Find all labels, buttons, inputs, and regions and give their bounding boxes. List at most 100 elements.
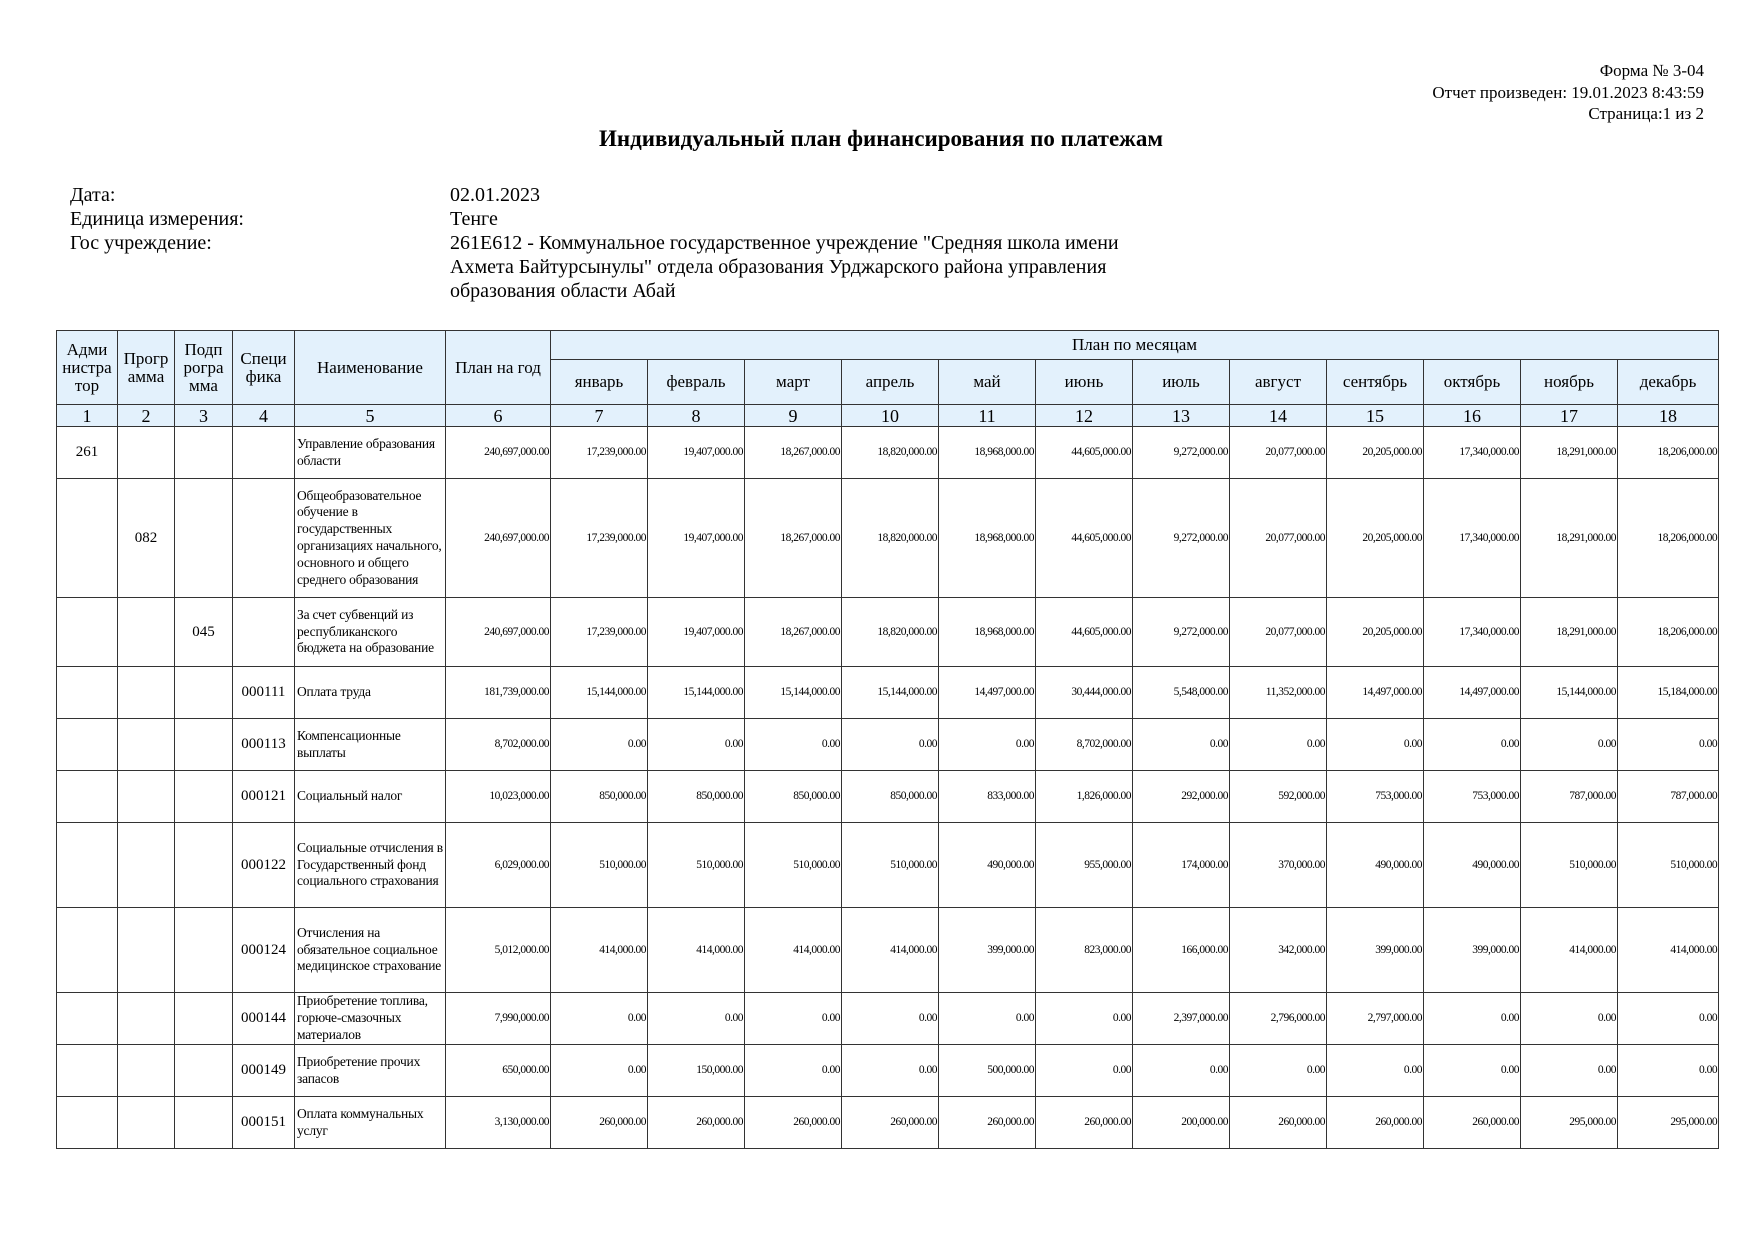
cell-plan-year: 8,702,000.00 — [445, 718, 551, 771]
cell-plan-year: 240,697,000.00 — [445, 426, 551, 479]
cell-month-amount: 200,000.00 — [1132, 1096, 1230, 1149]
table-row: 000111 Оплата труда 181,739,000.00 15,144,0… — [56, 666, 1720, 719]
cell-specifics — [232, 597, 295, 667]
column-number: 9 — [744, 404, 842, 427]
info-unit: Единица измерения: Тенге — [70, 207, 1170, 231]
column-number: 4 — [232, 404, 295, 427]
cell-plan-year: 5,012,000.00 — [445, 907, 551, 993]
cell-month-amount: 753,000.00 — [1326, 770, 1424, 823]
cell-month-amount: 260,000.00 — [1326, 1096, 1424, 1149]
col-month: июнь — [1035, 359, 1133, 405]
cell-specifics: 000124 — [232, 907, 295, 993]
cell-month-amount: 15,144,000.00 — [841, 666, 939, 719]
cell-plan-year: 6,029,000.00 — [445, 822, 551, 908]
column-number: 1 — [56, 404, 118, 427]
col-month: январь — [550, 359, 648, 405]
col-month: октябрь — [1423, 359, 1521, 405]
col-subprogram: Подп рогра мма — [174, 330, 233, 405]
col-program: Прогр амма — [117, 330, 175, 405]
cell-specifics: 000144 — [232, 992, 295, 1045]
cell-month-amount: 18,291,000.00 — [1520, 478, 1618, 598]
cell-month-amount: 0.00 — [1229, 718, 1327, 771]
cell-month-amount: 787,000.00 — [1520, 770, 1618, 823]
cell-month-amount: 19,407,000.00 — [647, 426, 745, 479]
cell-name: Оплата коммунальных услуг — [294, 1096, 446, 1149]
cell-month-amount: 0.00 — [550, 992, 648, 1045]
cell-month-amount: 0.00 — [841, 1044, 939, 1097]
col-month: декабрь — [1616, 359, 1720, 405]
cell-program — [117, 992, 175, 1045]
cell-month-amount: 17,239,000.00 — [550, 478, 648, 598]
cell-month-amount: 20,077,000.00 — [1229, 597, 1327, 667]
cell-month-amount: 0.00 — [1035, 992, 1133, 1045]
cell-month-amount: 5,548,000.00 — [1132, 666, 1230, 719]
cell-month-amount: 0.00 — [1520, 992, 1618, 1045]
cell-specifics — [232, 478, 295, 598]
cell-admin — [56, 770, 118, 823]
col-month: февраль — [647, 359, 745, 405]
col-admin: Адми нистра тор — [56, 330, 118, 405]
cell-specifics: 000149 — [232, 1044, 295, 1097]
cell-month-amount: 44,605,000.00 — [1035, 478, 1133, 598]
cell-month-amount: 8,702,000.00 — [1035, 718, 1133, 771]
cell-month-amount: 414,000.00 — [550, 907, 648, 993]
cell-month-amount: 14,497,000.00 — [1326, 666, 1424, 719]
cell-month-amount: 753,000.00 — [1423, 770, 1521, 823]
cell-plan-year: 650,000.00 — [445, 1044, 551, 1097]
column-number: 11 — [938, 404, 1036, 427]
cell-month-amount: 18,820,000.00 — [841, 478, 939, 598]
cell-subprogram: 045 — [174, 597, 233, 667]
cell-month-amount: 414,000.00 — [841, 907, 939, 993]
column-number: 8 — [647, 404, 745, 427]
table-row: 261 Управление образования области 240,697… — [56, 426, 1720, 479]
info-label: Гос учреждение: — [70, 232, 212, 254]
cell-month-amount: 510,000.00 — [841, 822, 939, 908]
cell-month-amount: 18,820,000.00 — [841, 426, 939, 479]
table-row: 000122 Социальные отчисления в Государств… — [56, 822, 1720, 908]
cell-month-amount: 18,206,000.00 — [1616, 426, 1720, 479]
cell-month-amount: 15,144,000.00 — [550, 666, 648, 719]
cell-month-amount: 500,000.00 — [938, 1044, 1036, 1097]
cell-month-amount: 19,407,000.00 — [647, 478, 745, 598]
cell-month-amount: 490,000.00 — [1326, 822, 1424, 908]
column-number: 13 — [1132, 404, 1230, 427]
cell-month-amount: 510,000.00 — [550, 822, 648, 908]
cell-plan-year: 181,739,000.00 — [445, 666, 551, 719]
cell-subprogram — [174, 426, 233, 479]
cell-month-amount: 18,267,000.00 — [744, 478, 842, 598]
cell-month-amount: 414,000.00 — [744, 907, 842, 993]
col-month: апрель — [841, 359, 939, 405]
cell-month-amount: 370,000.00 — [1229, 822, 1327, 908]
cell-month-amount: 14,497,000.00 — [938, 666, 1036, 719]
cell-program — [117, 426, 175, 479]
cell-month-amount: 490,000.00 — [938, 822, 1036, 908]
cell-program — [117, 770, 175, 823]
cell-name: Приобретение прочих запасов — [294, 1044, 446, 1097]
table-row: 082 Общеобразовательное обучение в госуда… — [56, 478, 1720, 598]
cell-month-amount: 9,272,000.00 — [1132, 597, 1230, 667]
cell-month-amount: 2,796,000.00 — [1229, 992, 1327, 1045]
cell-name: Приобретение топлива, горюче-смазочных м… — [294, 992, 446, 1045]
cell-month-amount: 19,407,000.00 — [647, 597, 745, 667]
cell-month-amount: 0.00 — [1520, 718, 1618, 771]
table-row: 045 За счет субвенций из республиканского… — [56, 597, 1720, 667]
cell-month-amount: 18,267,000.00 — [744, 597, 842, 667]
column-number: 17 — [1520, 404, 1618, 427]
cell-month-amount: 0.00 — [938, 718, 1036, 771]
table-row: 000151 Оплата коммунальных услуг 3,130,000… — [56, 1096, 1720, 1149]
cell-month-amount: 18,291,000.00 — [1520, 597, 1618, 667]
cell-name: Управление образования области — [294, 426, 446, 479]
cell-program — [117, 666, 175, 719]
cell-month-amount: 18,820,000.00 — [841, 597, 939, 667]
cell-month-amount: 18,206,000.00 — [1616, 478, 1720, 598]
financing-plan-table: Адми нистра тор Прогр амма Подп рогра мм… — [56, 330, 1720, 1149]
col-plan-year: План на год — [445, 330, 551, 405]
cell-month-amount: 2,797,000.00 — [1326, 992, 1424, 1045]
column-number: 6 — [445, 404, 551, 427]
cell-month-amount: 9,272,000.00 — [1132, 478, 1230, 598]
column-number: 2 — [117, 404, 175, 427]
cell-specifics: 000122 — [232, 822, 295, 908]
cell-subprogram — [174, 907, 233, 993]
cell-program — [117, 597, 175, 667]
column-number: 14 — [1229, 404, 1327, 427]
